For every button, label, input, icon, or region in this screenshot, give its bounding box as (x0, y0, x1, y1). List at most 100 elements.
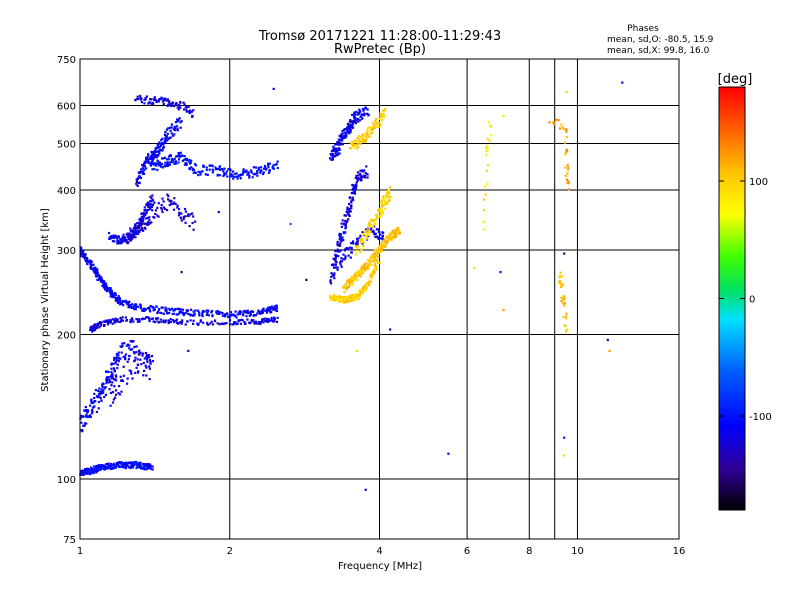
data-point (132, 340, 135, 343)
data-point (139, 98, 142, 101)
data-point (152, 306, 155, 309)
data-point (159, 164, 162, 167)
data-point (144, 308, 147, 311)
data-point (347, 254, 350, 257)
data-point (377, 210, 380, 214)
data-point (138, 181, 141, 185)
data-point (230, 314, 233, 317)
data-point (102, 285, 106, 288)
data-point (160, 306, 163, 309)
data-point (483, 198, 486, 201)
data-point (178, 312, 181, 315)
x-tick-label: 4 (376, 546, 382, 557)
data-point (376, 251, 379, 255)
data-point (345, 295, 348, 299)
data-point (389, 328, 392, 331)
data-point (131, 348, 134, 351)
data-point (136, 320, 140, 323)
data-point (171, 160, 174, 163)
data-point (142, 172, 146, 175)
data-point (366, 265, 369, 268)
data-point (90, 267, 93, 270)
data-point (138, 218, 141, 221)
data-point (249, 313, 252, 316)
data-point (160, 143, 163, 146)
data-point (341, 298, 344, 301)
data-point (194, 220, 197, 223)
data-point (356, 240, 360, 243)
data-point (368, 281, 371, 284)
data-point (154, 98, 157, 101)
data-point (384, 107, 387, 111)
data-point (91, 406, 94, 409)
data-point (184, 162, 187, 165)
data-point (371, 269, 375, 272)
data-point (138, 320, 141, 323)
data-point (153, 168, 156, 171)
data-point (134, 371, 137, 374)
data-point (218, 312, 221, 315)
data-point (178, 212, 181, 215)
data-point (353, 114, 356, 118)
data-point (168, 311, 171, 315)
data-point (176, 155, 179, 158)
data-point (244, 322, 247, 325)
data-point (152, 102, 155, 105)
data-point (247, 171, 250, 174)
data-point (189, 161, 192, 164)
data-point (365, 282, 369, 285)
data-point (184, 221, 187, 224)
data-point (166, 139, 169, 142)
data-point (332, 155, 335, 158)
data-point (255, 322, 258, 325)
data-point (185, 106, 188, 109)
data-point (116, 462, 119, 465)
data-point (565, 315, 568, 318)
data-point (131, 340, 134, 343)
data-point (372, 272, 375, 275)
data-point (166, 99, 169, 102)
data-point (176, 322, 180, 325)
data-point (164, 99, 167, 102)
data-point (156, 310, 160, 313)
data-point (99, 396, 102, 399)
data-point (164, 165, 167, 168)
data-point (361, 139, 364, 142)
data-point (192, 314, 195, 317)
data-point (154, 209, 157, 212)
data-point (108, 465, 111, 468)
data-point (329, 282, 333, 285)
data-point (119, 317, 122, 320)
data-point (562, 283, 565, 286)
data-point (160, 204, 163, 207)
data-point (112, 463, 115, 466)
data-point (339, 142, 342, 145)
data-point (361, 170, 364, 173)
data-point (103, 280, 106, 283)
data-point (558, 281, 561, 284)
data-point (89, 415, 92, 418)
data-point (185, 158, 189, 161)
data-point (92, 263, 95, 266)
data-point (199, 171, 202, 174)
data-point (157, 321, 160, 324)
data-point (271, 305, 274, 308)
data-point (129, 305, 132, 309)
data-point (270, 316, 273, 320)
data-point (186, 309, 189, 312)
data-point (162, 145, 165, 148)
data-point (358, 293, 362, 296)
data-point (141, 354, 144, 357)
data-point (170, 202, 173, 206)
data-point (121, 236, 124, 239)
data-point (548, 121, 551, 124)
data-point (156, 162, 159, 166)
data-point (352, 144, 355, 147)
data-point (138, 353, 141, 356)
data-point (137, 177, 140, 180)
data-point (126, 360, 129, 363)
data-point (211, 315, 214, 318)
data-point (211, 309, 214, 313)
data-point (260, 312, 263, 315)
data-point (92, 267, 95, 270)
